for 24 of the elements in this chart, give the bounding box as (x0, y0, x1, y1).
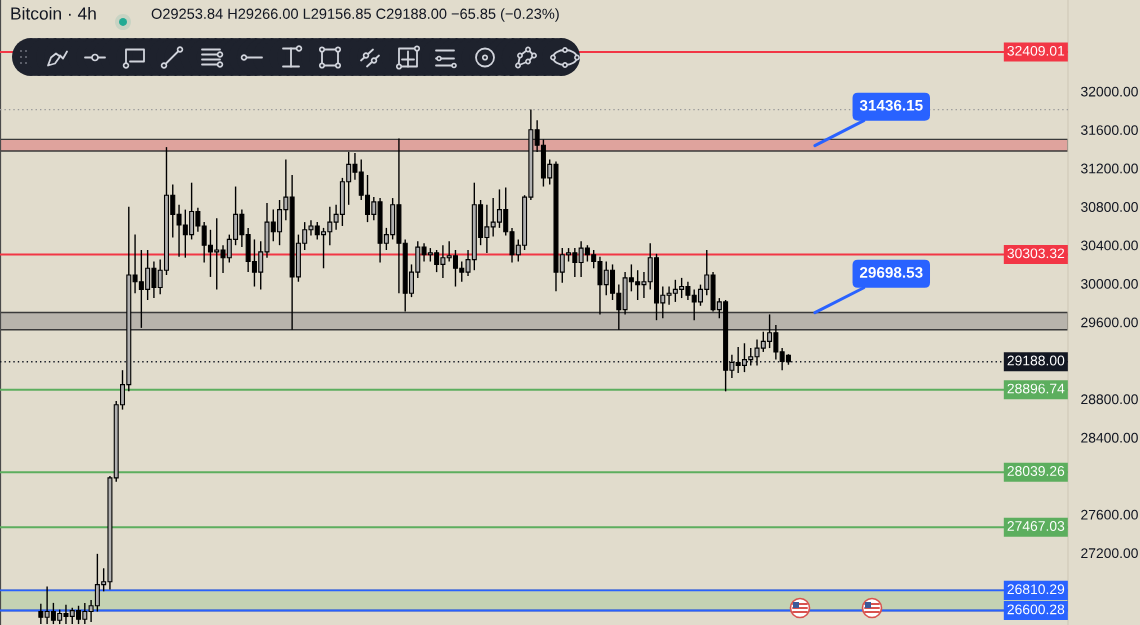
y-tick-label: 31600.00 (1081, 125, 1138, 135)
y-tick-label: 30400.00 (1081, 240, 1138, 251)
ref-line-label: 29188.00 (1007, 355, 1065, 366)
y-tick-label: 29600.00 (1081, 317, 1138, 328)
y-tick-label: 30800.00 (1081, 202, 1138, 212)
chart-title: Bitcoin · 4h (11, 6, 96, 20)
y-tick-label: 31200.00 (1081, 163, 1138, 174)
ref-line-label: 28039.26 (1007, 466, 1065, 476)
ref-line-label: 28896.74 (1007, 383, 1065, 394)
y-tick-label: 30000.00 (1081, 278, 1138, 289)
y-tick-label: 32000.00 (1081, 86, 1138, 97)
ref-line-label: 32409.01 (1007, 45, 1065, 56)
y-tick-label: 28800.00 (1081, 394, 1138, 405)
y-tick-label: 28400.00 (1081, 432, 1138, 443)
candlestick (38, 603, 44, 625)
annotation: 31436.15 (859, 99, 923, 111)
y-tick-label: 27600.00 (1081, 509, 1138, 520)
annotation: O29253.84 H29266.00 L29156.85 C29188.00 −65.85 (−0.23%) (151, 8, 559, 22)
ref-line-label: 26600.28 (1007, 604, 1065, 615)
y-tick-label: 27200.00 (1081, 548, 1138, 559)
ref-line-label: 30303.32 (1007, 248, 1065, 259)
ref-line-label: 26810.29 (1007, 584, 1065, 595)
annotation: 29698.53 (859, 267, 923, 278)
ref-line-label: 27467.03 (1007, 521, 1065, 531)
